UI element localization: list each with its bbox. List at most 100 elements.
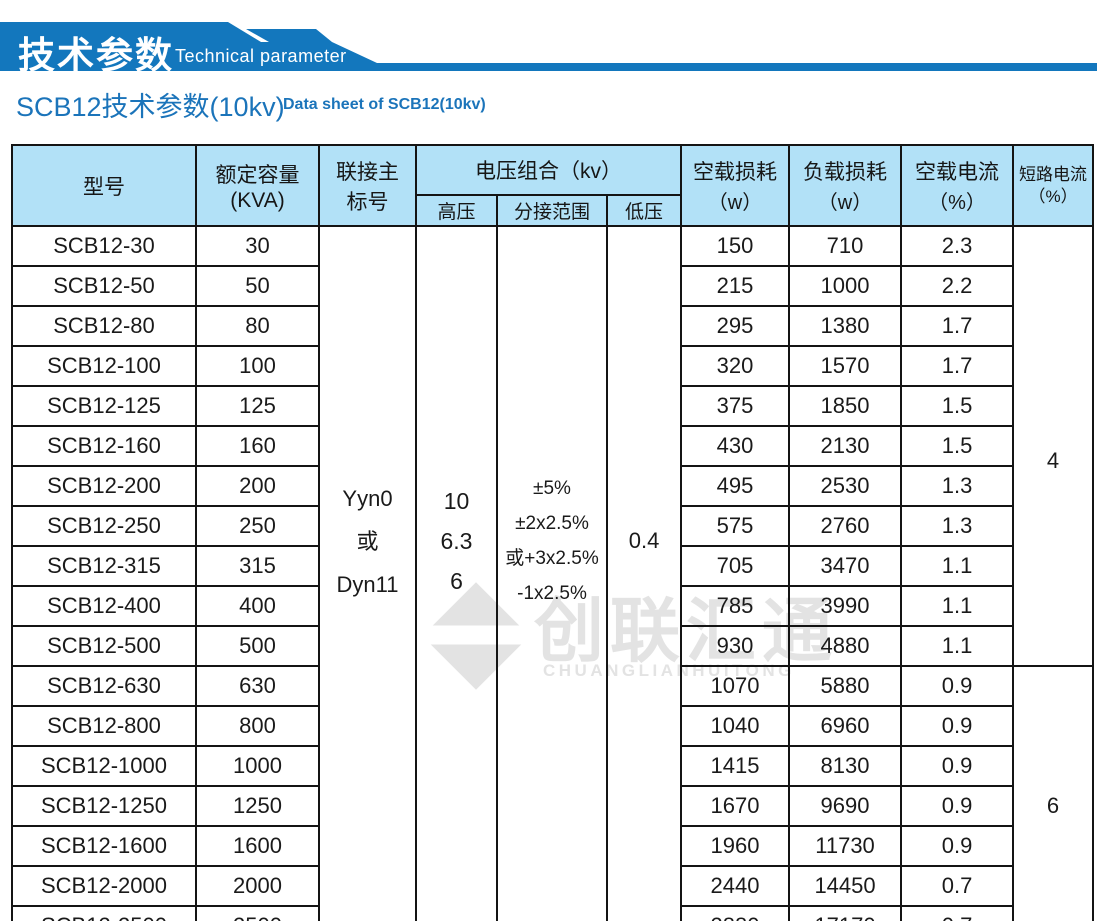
model-cell: SCB12-630 bbox=[11, 665, 197, 707]
no-load-loss-cell: 430 bbox=[680, 425, 791, 467]
no-load-loss-cell: 1670 bbox=[680, 785, 791, 827]
connection-cell: Yyn0 或 Dyn11 bbox=[318, 225, 417, 921]
model-cell: SCB12-30 bbox=[11, 225, 197, 267]
no-load-loss-cell: 1960 bbox=[680, 825, 791, 867]
capacity-cell: 1600 bbox=[195, 825, 320, 867]
table-row: SCB12-200 200 495 2530 1.3 bbox=[11, 465, 1093, 507]
header-connection-line1: 联接主 bbox=[336, 160, 399, 184]
capacity-cell: 250 bbox=[195, 505, 320, 547]
table-row: SCB12-50 50 215 1000 2.2 bbox=[11, 265, 1093, 307]
banner bbox=[0, 22, 1097, 71]
header-capacity: 额定容量 (KVA) bbox=[195, 144, 320, 227]
capacity-cell: 2500 bbox=[195, 905, 320, 921]
no-load-loss-cell: 705 bbox=[680, 545, 791, 587]
no-load-current-cell: 2.2 bbox=[900, 265, 1015, 307]
header-capacity-line1: 额定容量 bbox=[215, 163, 300, 187]
table-row: SCB12-2000 2000 2440 14450 0.7 bbox=[11, 865, 1093, 907]
header-load-loss-line2: （w） bbox=[817, 192, 873, 214]
load-loss-cell: 9690 bbox=[788, 785, 903, 827]
no-load-current-cell: 1.5 bbox=[900, 425, 1015, 467]
table-row: SCB12-125 125 375 1850 1.5 bbox=[11, 385, 1093, 427]
no-load-loss-cell: 1040 bbox=[680, 705, 791, 747]
capacity-cell: 30 bbox=[195, 225, 320, 267]
table-row: SCB12-400 400 785 3990 1.1 bbox=[11, 585, 1093, 627]
no-load-current-cell: 0.9 bbox=[900, 785, 1015, 827]
load-loss-cell: 3470 bbox=[788, 545, 903, 587]
header-load-loss-line1: 负载损耗 bbox=[803, 161, 888, 184]
header-short-circuit: 短路电流 （%） bbox=[1012, 144, 1095, 227]
short-circuit-cell: 4 bbox=[1012, 225, 1095, 667]
capacity-cell: 80 bbox=[195, 305, 320, 347]
capacity-cell: 630 bbox=[195, 665, 320, 707]
no-load-loss-cell: 150 bbox=[680, 225, 791, 267]
short-circuit-cell: 6 bbox=[1012, 665, 1095, 921]
no-load-loss-cell: 215 bbox=[680, 265, 791, 307]
load-loss-cell: 1850 bbox=[788, 385, 903, 427]
no-load-loss-cell: 930 bbox=[680, 625, 791, 667]
capacity-cell: 125 bbox=[195, 385, 320, 427]
no-load-loss-cell: 495 bbox=[680, 465, 791, 507]
load-loss-cell: 1380 bbox=[788, 305, 903, 347]
load-loss-cell: 4880 bbox=[788, 625, 903, 667]
header-short-circuit-line1: 短路电流 bbox=[1019, 164, 1088, 184]
load-loss-cell: 1570 bbox=[788, 345, 903, 387]
capacity-cell: 2000 bbox=[195, 865, 320, 907]
banner-shape-main bbox=[0, 22, 261, 42]
no-load-loss-cell: 575 bbox=[680, 505, 791, 547]
load-loss-cell: 5880 bbox=[788, 665, 903, 707]
banner-title-en: Technical parameter bbox=[175, 46, 347, 66]
no-load-current-cell: 0.9 bbox=[900, 665, 1015, 707]
header-no-load-current: 空载电流 （%） bbox=[900, 144, 1015, 227]
model-cell: SCB12-200 bbox=[11, 465, 197, 507]
header-load-loss: 负载损耗 （w） bbox=[788, 144, 903, 227]
no-load-current-cell: 1.5 bbox=[900, 385, 1015, 427]
model-cell: SCB12-125 bbox=[11, 385, 197, 427]
table-row: SCB12-1600 1600 1960 11730 0.9 bbox=[11, 825, 1093, 867]
header-model: 型号 bbox=[11, 144, 197, 227]
header-row-1: 型号 额定容量 (KVA) 联接主 标号 电压组合（kv） 空载损耗 （w） 负… bbox=[11, 144, 1095, 227]
header-no-load-loss-line2: （w） bbox=[707, 192, 763, 214]
no-load-current-cell: 1.7 bbox=[900, 345, 1015, 387]
header-connection: 联接主 标号 bbox=[318, 144, 417, 227]
model-cell: SCB12-100 bbox=[11, 345, 197, 387]
no-load-loss-cell: 2880 bbox=[680, 905, 791, 921]
no-load-current-cell: 1.1 bbox=[900, 625, 1015, 667]
header-short-circuit-line2: （%） bbox=[1028, 186, 1078, 206]
no-load-loss-cell: 1070 bbox=[680, 665, 791, 707]
no-load-loss-cell: 375 bbox=[680, 385, 791, 427]
header-lv: 低压 bbox=[605, 194, 683, 227]
load-loss-cell: 2130 bbox=[788, 425, 903, 467]
header-row-2: 高压 分接范围 低压 bbox=[12, 194, 1093, 227]
no-load-current-cell: 0.7 bbox=[900, 905, 1015, 921]
table-row: SCB12-1000 1000 1415 8130 0.9 bbox=[11, 745, 1093, 787]
load-loss-cell: 710 bbox=[788, 225, 903, 267]
no-load-loss-cell: 1415 bbox=[680, 745, 791, 787]
no-load-current-cell: 1.1 bbox=[900, 545, 1015, 587]
table-row: SCB12-30 30 Yyn0 或 Dyn11 10 6.3 6 ±5% ±2x2.5% 或+3x… bbox=[11, 225, 1095, 921]
capacity-cell: 50 bbox=[195, 265, 320, 307]
model-cell: SCB12-2500 bbox=[11, 905, 197, 921]
model-cell: SCB12-1250 bbox=[11, 785, 197, 827]
no-load-loss-cell: 2440 bbox=[680, 865, 791, 907]
capacity-cell: 200 bbox=[195, 465, 320, 507]
capacity-cell: 500 bbox=[195, 625, 320, 667]
no-load-current-cell: 1.1 bbox=[900, 585, 1015, 627]
no-load-current-cell: 1.3 bbox=[900, 465, 1015, 507]
header-voltage-group: 电压组合（kv） bbox=[414, 144, 683, 196]
no-load-current-cell: 0.9 bbox=[900, 705, 1015, 747]
load-loss-cell: 6960 bbox=[788, 705, 903, 747]
capacity-cell: 800 bbox=[195, 705, 320, 747]
model-cell: SCB12-1600 bbox=[11, 825, 197, 867]
header-no-load-loss-line1: 空载损耗 bbox=[693, 161, 778, 184]
no-load-current-cell: 0.9 bbox=[900, 745, 1015, 787]
load-loss-cell: 11730 bbox=[788, 825, 903, 867]
load-loss-cell: 3990 bbox=[788, 585, 903, 627]
table-row: SCB12-80 80 295 1380 1.7 bbox=[11, 305, 1093, 347]
no-load-current-cell: 0.9 bbox=[900, 825, 1015, 867]
no-load-loss-cell: 295 bbox=[680, 305, 791, 347]
no-load-current-cell: 0.7 bbox=[900, 865, 1015, 907]
load-loss-cell: 8130 bbox=[788, 745, 903, 787]
header-tap-range: 分接范围 bbox=[496, 194, 608, 227]
table-row: SCB12-250 250 575 2760 1.3 bbox=[11, 505, 1093, 547]
